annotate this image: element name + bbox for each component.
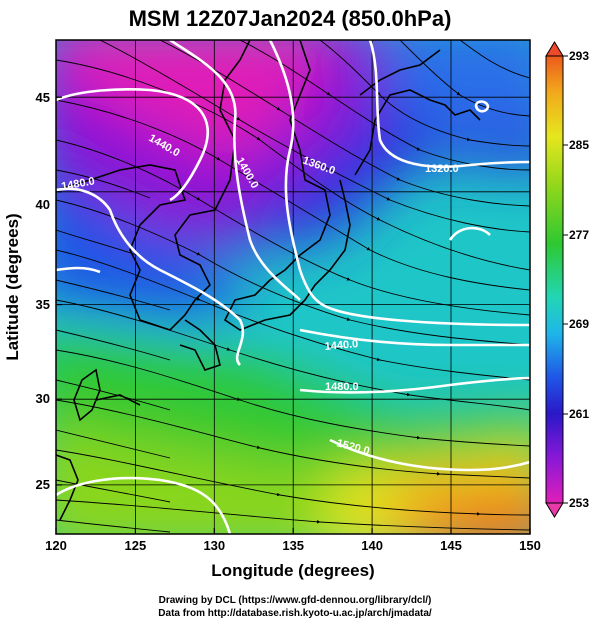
colorbar: 293 285 277 269 261 253 [545, 41, 589, 518]
y-tick-label: 25 [36, 477, 50, 492]
x-tick-label: 120 [45, 538, 67, 553]
y-ticks [56, 96, 62, 486]
map-title: MSM 12Z07Jan2024 (850.0hPa) [128, 6, 452, 31]
credit-drawing: Drawing by DCL (https://www.gfd-dennou.o… [158, 595, 432, 606]
contour-label: 1480.0 [325, 381, 359, 393]
colorbar-ticks [563, 55, 568, 504]
contour-label: 1320.0 [425, 163, 459, 175]
y-tick-label: 35 [36, 297, 50, 312]
credits: Drawing by DCL (https://www.gfd-dennou.o… [0, 594, 590, 620]
x-tick-label: 145 [440, 538, 462, 553]
colorbar-labels: 293 285 277 269 261 253 [569, 49, 589, 510]
credit-data-source: Data from http://database.rish.kyoto-u.a… [158, 608, 432, 619]
x-axis-label: Longitude (degrees) [211, 561, 374, 580]
colorbar-label: 269 [569, 317, 589, 331]
y-tick-label: 40 [36, 197, 50, 212]
y-tick-label: 30 [36, 391, 50, 406]
streamlines [56, 40, 530, 533]
x-tick-label: 140 [361, 538, 383, 553]
colorbar-min-triangle [545, 502, 564, 518]
x-tick-label: 135 [282, 538, 304, 553]
temperature-field: 1440.0 1400.0 1360.0 1480.0 1320.0 1440.… [56, 40, 530, 534]
colorbar-body [545, 55, 564, 504]
y-tick-label: 45 [36, 90, 50, 105]
y-axis-label: Latitude (degrees) [3, 213, 22, 360]
colorbar-max-triangle [545, 41, 564, 57]
x-ticks [55, 528, 531, 534]
x-tick-label: 125 [125, 538, 147, 553]
height-contours [56, 40, 530, 534]
colorbar-label: 261 [569, 407, 589, 421]
contour-label: 1480.0 [60, 175, 95, 193]
x-tick-labels: 120 125 130 135 140 145 150 [45, 538, 541, 553]
colorbar-label: 277 [569, 228, 589, 242]
y-tick-labels: 25 30 35 40 45 [36, 90, 50, 492]
colorbar-label: 285 [569, 138, 589, 152]
contour-label: 1440.0 [324, 338, 359, 353]
x-tick-label: 130 [203, 538, 225, 553]
colorbar-label: 293 [569, 49, 589, 63]
colorbar-label: 253 [569, 496, 589, 510]
x-tick-label: 150 [519, 538, 541, 553]
